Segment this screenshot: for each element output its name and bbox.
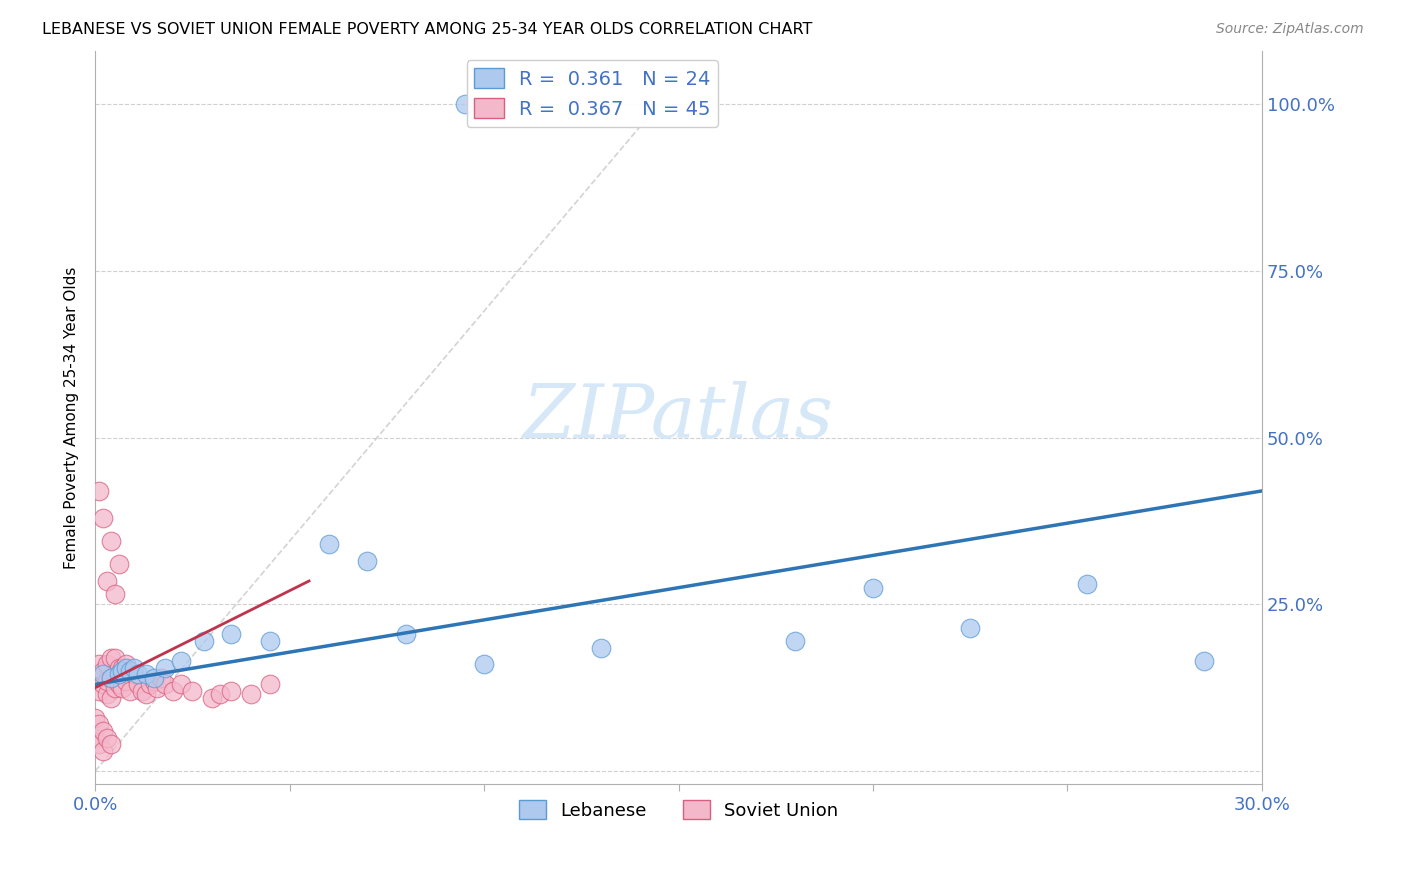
- Point: [239, 687, 262, 701]
- Point: [135, 687, 157, 701]
- Point: [96, 673, 118, 688]
- Point: [1076, 577, 1098, 591]
- Point: [107, 667, 129, 681]
- Point: [91, 664, 114, 678]
- Point: [259, 677, 281, 691]
- Point: [259, 634, 281, 648]
- Text: Source: ZipAtlas.com: Source: ZipAtlas.com: [1216, 22, 1364, 37]
- Point: [138, 677, 160, 691]
- Point: [221, 684, 243, 698]
- Point: [395, 627, 418, 641]
- Point: [135, 667, 157, 681]
- Point: [87, 738, 110, 752]
- Point: [162, 684, 184, 698]
- Point: [153, 661, 176, 675]
- Point: [104, 650, 127, 665]
- Point: [589, 640, 612, 655]
- Y-axis label: Female Poverty Among 25-34 Year Olds: Female Poverty Among 25-34 Year Olds: [65, 267, 79, 569]
- Point: [111, 664, 134, 678]
- Point: [181, 684, 204, 698]
- Point: [201, 690, 224, 705]
- Point: [107, 677, 129, 691]
- Point: [146, 681, 169, 695]
- Point: [150, 671, 173, 685]
- Point: [208, 687, 231, 701]
- Point: [122, 661, 145, 675]
- Point: [96, 657, 118, 672]
- Point: [100, 690, 122, 705]
- Point: [91, 677, 114, 691]
- Point: [96, 731, 118, 745]
- Point: [120, 664, 142, 678]
- Point: [107, 661, 129, 675]
- Point: [91, 744, 114, 758]
- Point: [142, 673, 165, 688]
- Point: [87, 717, 110, 731]
- Point: [115, 673, 138, 688]
- Point: [91, 724, 114, 739]
- Text: ZIPatlas: ZIPatlas: [523, 381, 834, 454]
- Point: [193, 634, 215, 648]
- Point: [170, 654, 193, 668]
- Point: [1192, 654, 1215, 668]
- Point: [84, 731, 107, 745]
- Point: [170, 677, 193, 691]
- Point: [104, 667, 127, 681]
- Point: [131, 684, 153, 698]
- Point: [318, 537, 340, 551]
- Text: LEBANESE VS SOVIET UNION FEMALE POVERTY AMONG 25-34 YEAR OLDS CORRELATION CHART: LEBANESE VS SOVIET UNION FEMALE POVERTY …: [42, 22, 813, 37]
- Point: [120, 684, 142, 698]
- Point: [104, 681, 127, 695]
- Point: [127, 677, 149, 691]
- Point: [87, 684, 110, 698]
- Point: [122, 667, 145, 681]
- Legend: Lebanese, Soviet Union: Lebanese, Soviet Union: [512, 793, 845, 827]
- Point: [153, 677, 176, 691]
- Point: [104, 587, 127, 601]
- Point: [84, 711, 107, 725]
- Point: [107, 558, 129, 572]
- Point: [87, 657, 110, 672]
- Point: [142, 671, 165, 685]
- Point: [91, 510, 114, 524]
- Point: [862, 581, 884, 595]
- Point: [127, 667, 149, 681]
- Point: [96, 574, 118, 588]
- Point: [100, 533, 122, 548]
- Point: [96, 687, 118, 701]
- Point: [472, 657, 495, 672]
- Point: [785, 634, 807, 648]
- Point: [100, 671, 122, 685]
- Point: [91, 667, 114, 681]
- Point: [100, 650, 122, 665]
- Point: [115, 661, 138, 675]
- Point: [959, 621, 981, 635]
- Point: [356, 554, 378, 568]
- Point: [453, 97, 475, 112]
- Point: [111, 681, 134, 695]
- Point: [221, 627, 243, 641]
- Point: [115, 657, 138, 672]
- Point: [100, 671, 122, 685]
- Point: [100, 738, 122, 752]
- Point: [111, 661, 134, 675]
- Point: [87, 483, 110, 498]
